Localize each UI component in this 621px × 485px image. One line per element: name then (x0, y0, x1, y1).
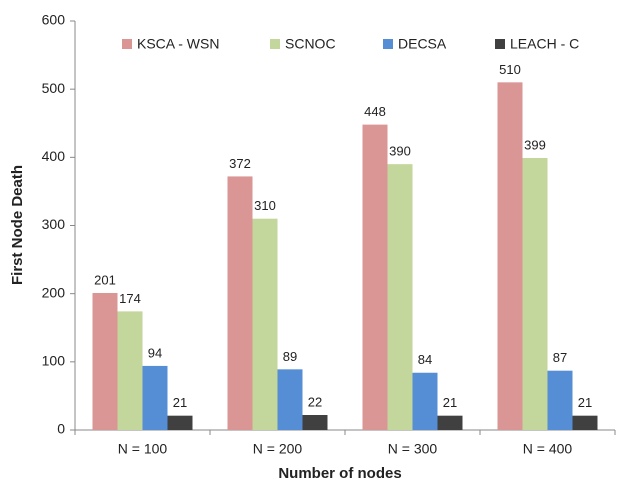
data-label: 89 (283, 349, 297, 364)
bar (437, 415, 463, 430)
x-tick-label: N = 300 (388, 441, 438, 457)
data-label: 22 (308, 394, 322, 409)
data-label: 21 (578, 395, 592, 410)
x-tick-label: N = 200 (253, 441, 303, 457)
bar (547, 370, 573, 430)
legend-swatch (383, 39, 393, 49)
bar (387, 164, 413, 430)
legend-swatch (495, 39, 505, 49)
y-tick-label: 0 (57, 421, 65, 437)
data-label: 448 (364, 104, 386, 119)
bar (412, 372, 438, 430)
x-tick-label: N = 100 (118, 441, 168, 457)
x-axis-label: Number of nodes (278, 465, 401, 482)
bar (117, 311, 143, 430)
bar (277, 369, 303, 430)
bar (572, 415, 598, 430)
bar (302, 415, 328, 430)
data-label: 310 (254, 198, 276, 213)
bar (252, 218, 278, 430)
bar (497, 82, 523, 430)
y-tick-label: 400 (42, 148, 66, 164)
data-label: 390 (389, 144, 411, 159)
legend-swatch (122, 39, 132, 49)
legend-label: LEACH - C (510, 36, 579, 52)
legend-label: KSCA - WSN (137, 36, 219, 52)
bar (167, 415, 193, 430)
data-label: 372 (229, 156, 251, 171)
bar (522, 158, 548, 430)
data-label: 510 (499, 62, 521, 77)
data-label: 201 (94, 272, 116, 287)
data-label: 94 (148, 345, 162, 360)
y-tick-label: 100 (42, 353, 66, 369)
bar (142, 365, 168, 430)
legend-swatch (270, 39, 280, 49)
bar (92, 292, 118, 430)
data-label: 21 (173, 395, 187, 410)
bar (227, 176, 253, 430)
y-tick-label: 500 (42, 80, 66, 96)
data-label: 87 (553, 350, 567, 365)
data-label: 174 (119, 291, 141, 306)
legend-label: DECSA (398, 36, 447, 52)
y-tick-label: 200 (42, 284, 66, 300)
data-label: 21 (443, 395, 457, 410)
data-label: 399 (524, 137, 546, 152)
bar (362, 124, 388, 430)
data-label: 84 (418, 352, 432, 367)
y-tick-label: 300 (42, 216, 66, 232)
y-axis-label: First Node Death (9, 165, 26, 285)
x-tick-label: N = 400 (523, 441, 573, 457)
legend-label: SCNOC (285, 36, 336, 52)
y-tick-label: 600 (42, 12, 66, 28)
